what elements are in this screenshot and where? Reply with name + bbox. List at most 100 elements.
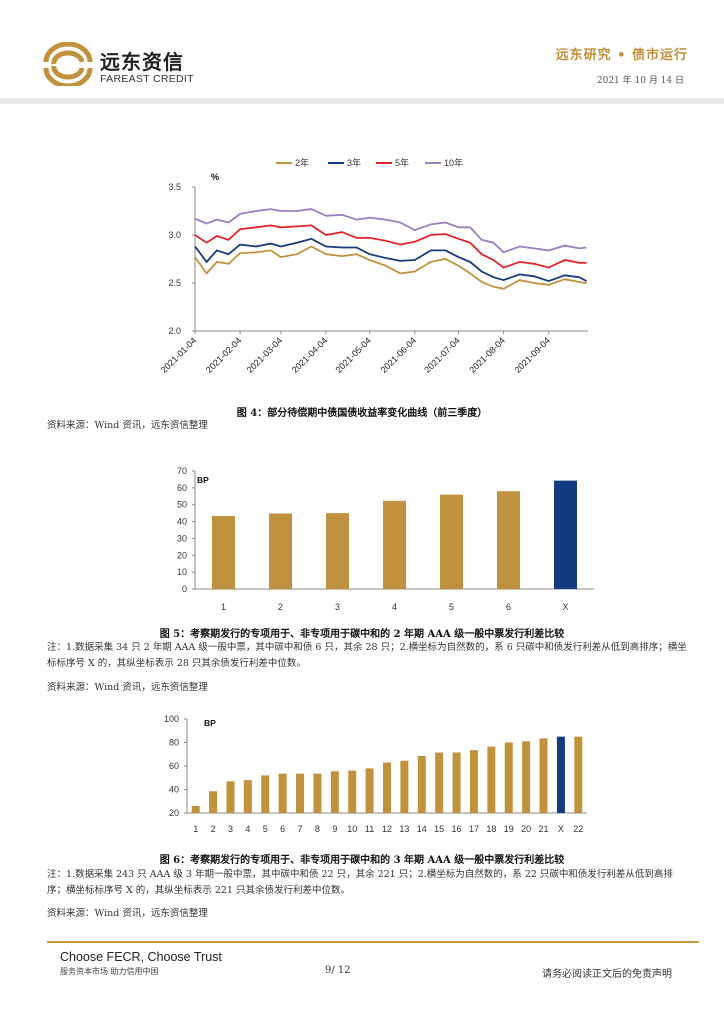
x-tick-label: 2021-05-04 <box>333 335 373 375</box>
bar-17 <box>469 750 478 813</box>
x-tick-label: 15 <box>434 824 444 834</box>
y-tick-label: 10 <box>177 567 187 577</box>
page-number: 9/ 12 <box>325 965 351 976</box>
x-tick-label: 14 <box>417 824 427 834</box>
x-tick-label: 8 <box>315 824 320 834</box>
x-tick-label: 2 <box>278 602 283 612</box>
series-line-10年 <box>194 208 587 254</box>
bar-10 <box>348 770 357 813</box>
legend-label: 5年 <box>395 157 409 168</box>
bar-3 <box>326 513 349 589</box>
y-tick-label: 3.5 <box>168 182 181 192</box>
x-tick-label: 3 <box>335 602 340 612</box>
x-tick-label: 17 <box>469 824 479 834</box>
x-tick-label: 21 <box>539 824 549 834</box>
y-tick-label: 3.0 <box>168 230 181 240</box>
y-axis-unit: BP <box>197 475 209 485</box>
legend-label: 10年 <box>444 157 463 168</box>
y-tick-label: 50 <box>177 500 187 510</box>
bar-21 <box>539 738 548 813</box>
report-date: 2021 年 10 月 14 日 <box>596 76 684 86</box>
footer-divider <box>47 941 699 943</box>
report-series-title: 远东研究 • 债市运行 <box>555 48 688 63</box>
x-tick-label: 10 <box>347 824 357 834</box>
x-tick-label: 6 <box>506 602 511 612</box>
x-tick-label: 2021-08-04 <box>467 335 507 375</box>
x-tick-label: 5 <box>449 602 454 612</box>
disclaimer-notice: 请务必阅读正文后的免责声明 <box>542 969 672 980</box>
x-tick-label: 2021-07-04 <box>422 335 462 375</box>
bar-7 <box>296 773 305 813</box>
bar-9 <box>330 771 339 813</box>
y-tick-label: 60 <box>177 483 187 493</box>
spread-2y-bar-chart: 0 10 20 30 40 50 60 70 BP 1 2 3 4 5 6 X <box>177 466 594 612</box>
bar-2 <box>269 513 292 589</box>
bar-12 <box>383 762 391 813</box>
x-tick-label: 1 <box>193 824 198 834</box>
figure-6-caption: 图 6：考察期发行的专项用于、非专项用于碳中和的 3 年期 AAA 级一般中票发… <box>159 855 565 866</box>
figure-6-source: 资料来源：Wind 资讯，远东资信整理 <box>47 908 208 919</box>
bar-20 <box>522 741 531 813</box>
x-tick-label: 3 <box>228 824 233 834</box>
x-tick-label: 19 <box>504 824 514 834</box>
bar-1 <box>212 516 235 589</box>
x-tick-label: 2021-02-04 <box>204 335 244 375</box>
bar-16 <box>452 752 461 813</box>
bar-4 <box>243 780 252 813</box>
figure-4-caption: 图 4：部分待偿期中债国债收益率变化曲线（前三季度） <box>236 408 488 419</box>
y-tick-label: 70 <box>177 466 187 476</box>
x-tick-label: 13 <box>399 824 409 834</box>
fareast-logo <box>43 42 93 86</box>
x-tick-label: 6 <box>280 824 285 834</box>
bar-X <box>554 480 577 589</box>
brand-name-cn: 远东资信 <box>100 50 184 74</box>
x-tick-label: 1 <box>221 602 226 612</box>
bar-5 <box>440 494 463 589</box>
y-tick-label: 40 <box>177 517 187 527</box>
bar-22 <box>574 736 583 813</box>
figure-6-note: 注：1.数据采集 243 只 AAA 级 3 年期一般中票，其中碳中和债 22 … <box>47 869 673 896</box>
bar-19 <box>504 742 513 813</box>
bar-X <box>556 736 565 813</box>
bar-3 <box>226 781 235 813</box>
x-tick-label: 16 <box>452 824 462 834</box>
x-tick-label: 9 <box>332 824 337 834</box>
y-tick-label: 30 <box>177 533 187 543</box>
series-line-3年 <box>194 237 587 283</box>
bar-6 <box>278 773 287 813</box>
bar-11 <box>365 768 374 813</box>
x-tick-label: 2021-04-04 <box>290 335 330 375</box>
series-line-5年 <box>194 224 587 269</box>
x-tick-label: 22 <box>573 824 583 834</box>
x-tick-label: 5 <box>263 824 268 834</box>
bar-8 <box>313 773 322 813</box>
header-divider <box>0 98 724 104</box>
y-tick-label: 20 <box>169 808 179 818</box>
x-tick-label: 4 <box>245 824 250 834</box>
x-tick-label: 2021-09-04 <box>512 335 552 375</box>
y-tick-label: 2.0 <box>168 326 181 336</box>
yield-curve-line-chart: 2.0 2.5 3.0 3.5% 2021-01-04 2021-02-04 2021-03… <box>159 157 588 375</box>
bar-2 <box>209 791 218 813</box>
bar-14 <box>417 756 426 813</box>
y-tick-label: 100 <box>164 714 179 724</box>
legend-label: 3年 <box>347 157 361 168</box>
bar-15 <box>435 752 444 813</box>
x-tick-label: 20 <box>521 824 531 834</box>
bar-5 <box>261 775 270 813</box>
y-axis-unit: % <box>211 172 219 182</box>
y-tick-label: 60 <box>169 761 179 771</box>
brand-name-en: FAREAST CREDIT <box>100 73 194 85</box>
y-tick-label: 40 <box>169 785 179 795</box>
x-tick-label: X <box>558 824 564 834</box>
x-tick-label: 18 <box>486 824 496 834</box>
x-tick-label: 2 <box>211 824 216 834</box>
figure-4-source: 资料来源：Wind 资讯，远东资信整理 <box>47 420 208 431</box>
footer-slogan-cn: 服务资本市场 助力信用中国 <box>60 967 159 976</box>
bar-13 <box>400 760 409 813</box>
x-tick-label: 2021-01-04 <box>159 335 199 375</box>
x-tick-label: 2021-06-04 <box>379 335 419 375</box>
x-tick-label: 12 <box>382 824 392 834</box>
legend-label: 2年 <box>295 157 309 168</box>
